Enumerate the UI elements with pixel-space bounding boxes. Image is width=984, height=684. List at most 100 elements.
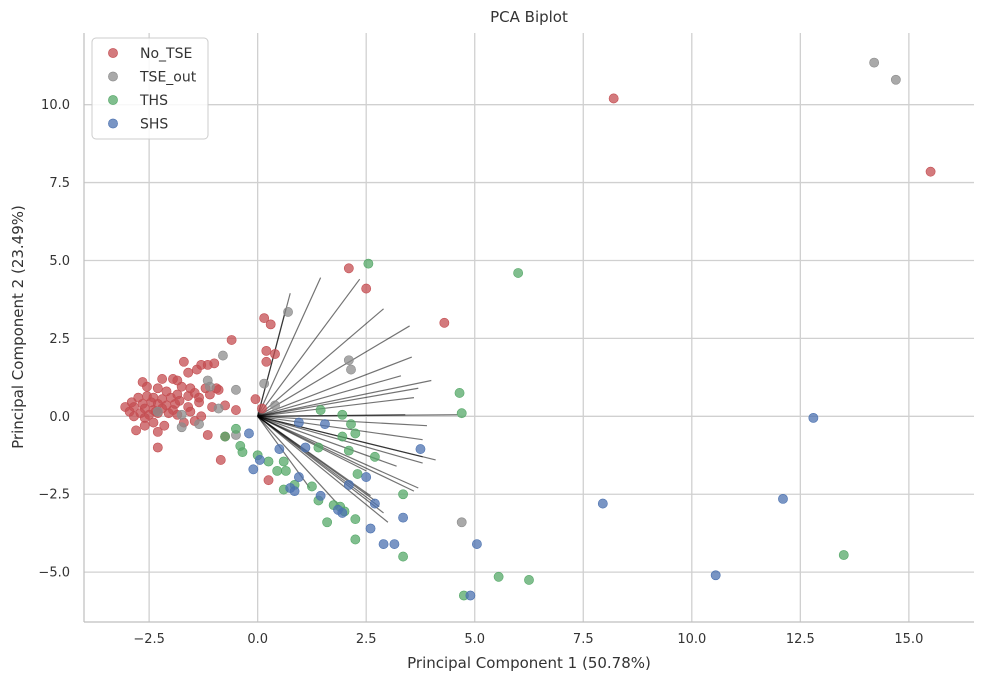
data-point bbox=[307, 481, 317, 492]
chart-title: PCA Biplot bbox=[490, 8, 568, 26]
data-point bbox=[343, 479, 354, 490]
legend-label: THS bbox=[139, 93, 168, 109]
data-point bbox=[398, 489, 408, 500]
legend-marker bbox=[108, 118, 118, 129]
data-point bbox=[142, 381, 152, 392]
data-point bbox=[263, 475, 274, 486]
data-point bbox=[294, 472, 304, 482]
data-point bbox=[213, 403, 224, 414]
data-point bbox=[131, 425, 141, 436]
loading-vector bbox=[257, 397, 415, 417]
data-point bbox=[778, 494, 788, 504]
data-point bbox=[369, 451, 380, 462]
data-point bbox=[294, 417, 304, 428]
data-point bbox=[176, 422, 187, 433]
data-point bbox=[456, 517, 467, 528]
data-point bbox=[213, 384, 224, 395]
data-point bbox=[493, 571, 504, 582]
legend-box bbox=[91, 37, 209, 140]
data-point bbox=[257, 403, 267, 414]
loading-vector bbox=[257, 415, 367, 472]
data-point bbox=[185, 406, 196, 417]
data-point bbox=[248, 464, 259, 475]
data-point bbox=[259, 313, 270, 324]
data-point bbox=[274, 444, 285, 454]
data-point bbox=[254, 455, 265, 465]
data-point bbox=[270, 400, 280, 411]
data-point bbox=[361, 472, 372, 482]
data-point bbox=[139, 420, 150, 431]
data-point bbox=[343, 445, 354, 456]
grid-lines bbox=[84, 33, 974, 622]
data-point bbox=[194, 419, 204, 430]
data-point bbox=[337, 431, 348, 442]
data-points bbox=[120, 57, 936, 601]
loading-vector bbox=[257, 415, 384, 514]
data-point bbox=[157, 374, 168, 384]
x-tick-labels: −2.5 0.0 2.5 5.0 7.5 10.0 12.5 15.0 bbox=[133, 632, 923, 647]
data-point bbox=[152, 406, 163, 417]
loading-vector bbox=[257, 308, 287, 417]
data-point bbox=[250, 394, 261, 405]
data-point bbox=[176, 409, 187, 420]
data-point bbox=[209, 358, 220, 369]
data-point bbox=[231, 423, 241, 434]
data-point bbox=[513, 268, 524, 278]
data-point bbox=[278, 456, 289, 467]
data-point bbox=[350, 428, 361, 439]
legend-label: SHS bbox=[140, 117, 168, 133]
data-point bbox=[231, 405, 241, 415]
data-point bbox=[263, 456, 274, 467]
loading-vector bbox=[257, 415, 341, 508]
x-tick-label: 5.0 bbox=[464, 632, 485, 647]
x-tick-label: 2.5 bbox=[356, 632, 377, 647]
loading-vector bbox=[257, 379, 432, 417]
data-point bbox=[346, 364, 356, 375]
data-point bbox=[244, 428, 254, 439]
loading-vector bbox=[257, 414, 458, 417]
legend-marker bbox=[108, 48, 118, 58]
loading-vector bbox=[257, 308, 384, 417]
data-point bbox=[270, 349, 280, 359]
data-point bbox=[315, 490, 326, 501]
legend-marker bbox=[108, 95, 118, 105]
data-point bbox=[838, 550, 849, 560]
data-point bbox=[226, 335, 237, 345]
data-point bbox=[365, 523, 376, 534]
data-point bbox=[152, 426, 163, 437]
data-point bbox=[369, 498, 380, 509]
data-point bbox=[315, 405, 326, 415]
y-tick-label: 10.0 bbox=[41, 98, 70, 113]
loading-vector bbox=[257, 415, 389, 523]
y-tick-label: 5.0 bbox=[49, 254, 70, 269]
loading-vector bbox=[257, 375, 402, 417]
data-point bbox=[183, 367, 194, 378]
loading-vector bbox=[257, 356, 412, 417]
loading-vector bbox=[257, 415, 423, 441]
data-point bbox=[322, 517, 333, 528]
legend: No_TSE TSE_out THS SHS bbox=[91, 37, 209, 140]
data-point bbox=[237, 447, 248, 458]
data-point bbox=[808, 412, 819, 423]
data-point bbox=[215, 455, 226, 465]
data-point bbox=[194, 397, 204, 408]
loading-vector bbox=[257, 415, 428, 427]
x-axis-title: Principal Component 1 (50.78%) bbox=[407, 654, 651, 672]
data-point bbox=[524, 575, 534, 585]
data-point bbox=[320, 419, 330, 430]
data-point bbox=[597, 498, 608, 509]
data-point bbox=[152, 383, 163, 394]
legend-label: TSE_out bbox=[139, 70, 197, 86]
data-point bbox=[343, 263, 354, 274]
legend-marker bbox=[108, 71, 118, 82]
data-point bbox=[205, 381, 215, 392]
data-point bbox=[272, 465, 283, 476]
data-point bbox=[261, 356, 272, 367]
x-tick-label: 12.5 bbox=[786, 632, 815, 647]
data-point bbox=[159, 420, 170, 431]
x-tick-label: 15.0 bbox=[894, 632, 923, 647]
data-point bbox=[283, 307, 293, 317]
data-point bbox=[361, 283, 372, 294]
data-point bbox=[465, 590, 476, 601]
